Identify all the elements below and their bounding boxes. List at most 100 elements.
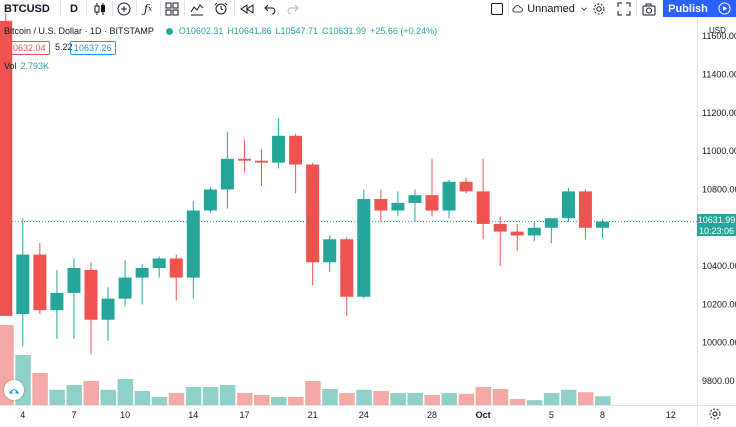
volume-legend: Vol 2.793K xyxy=(4,61,49,71)
candle-body xyxy=(169,258,183,278)
toolbar-divider xyxy=(184,1,185,16)
candle-body xyxy=(493,223,507,232)
volume-bar xyxy=(577,392,594,405)
candle-body xyxy=(357,199,371,297)
toolbar-divider xyxy=(508,1,509,16)
candle-body xyxy=(237,158,251,161)
settings-icon[interactable] xyxy=(590,0,608,17)
interval-button[interactable]: D xyxy=(70,2,78,15)
currency-label[interactable]: USD xyxy=(709,26,726,35)
ohlc-low: L10547.71 xyxy=(275,26,319,36)
volume-bar xyxy=(288,397,304,405)
volume-bar xyxy=(32,373,48,405)
y-tick-label: 10200.00 xyxy=(702,299,736,309)
volume-bar xyxy=(424,395,440,405)
volume-bar xyxy=(134,391,151,405)
symbol-search[interactable]: BTCUSD xyxy=(4,2,50,15)
time-axis-settings-icon[interactable] xyxy=(708,407,722,421)
candle-body xyxy=(118,277,132,299)
volume-label: Vol xyxy=(4,61,17,71)
chart-properties-icon[interactable] xyxy=(188,0,206,17)
toolbar-divider xyxy=(112,1,113,16)
x-tick-label: 5 xyxy=(549,410,554,420)
play-icon xyxy=(718,2,731,15)
candle-body xyxy=(391,202,405,211)
y-tick-label: 9800.00 xyxy=(702,376,735,386)
buy-button[interactable]: 10637.26 xyxy=(70,41,116,55)
y-tick-label: 10000.00 xyxy=(702,338,736,348)
candle-body xyxy=(340,239,354,297)
candle-body xyxy=(272,135,286,163)
candle-body xyxy=(323,239,337,263)
toolbar-divider xyxy=(60,1,61,16)
candle-body xyxy=(459,181,473,192)
ohlc-high: H10641.86 xyxy=(227,26,272,36)
layout-dropdown[interactable]: Unnamed xyxy=(511,0,587,17)
x-tick-label: 28 xyxy=(427,410,437,420)
ohlc-open: O10602.31 xyxy=(178,26,224,36)
x-tick-label: 17 xyxy=(239,410,249,420)
candle-body xyxy=(255,160,268,163)
layout-name: Unnamed xyxy=(527,2,575,15)
volume-bar xyxy=(526,400,543,405)
snapshot-icon[interactable] xyxy=(640,0,658,17)
volume-bar xyxy=(475,387,492,405)
bar-countdown: 10:23:06 xyxy=(697,225,736,236)
candle-body xyxy=(16,254,30,314)
fullscreen-icon[interactable] xyxy=(615,0,633,17)
volume-bar xyxy=(356,389,372,405)
candle-body xyxy=(186,210,200,278)
volume-bar xyxy=(66,385,82,405)
volume-bar xyxy=(509,399,526,405)
x-tick-label: 10 xyxy=(120,410,130,420)
volume-bar xyxy=(49,389,65,405)
chevron-down-icon xyxy=(581,7,587,11)
x-tick-label: 12 xyxy=(666,410,676,420)
publish-dropdown-button[interactable] xyxy=(713,0,736,17)
volume-bar xyxy=(441,393,458,405)
candle-body xyxy=(476,191,490,224)
select-layout-checkbox[interactable] xyxy=(488,0,506,17)
templates-icon[interactable] xyxy=(163,0,181,17)
candle-body xyxy=(408,195,422,203)
candles-icon[interactable] xyxy=(91,0,109,17)
candle-body xyxy=(152,258,166,269)
alert-icon[interactable] xyxy=(212,0,230,17)
volume-bar xyxy=(168,393,185,405)
candle-body xyxy=(50,292,64,311)
candle-body xyxy=(84,269,98,320)
volume-bar xyxy=(305,381,321,405)
candle-body xyxy=(561,191,575,219)
x-tick-label: 21 xyxy=(308,410,318,420)
candle-body xyxy=(33,254,47,311)
toolbar-divider xyxy=(86,1,87,16)
candle-body xyxy=(135,268,149,278)
redo-icon[interactable] xyxy=(284,0,302,17)
candle-body xyxy=(442,181,456,211)
tradingview-logo-icon xyxy=(8,389,20,394)
replay-icon[interactable] xyxy=(238,0,256,17)
cloud-icon xyxy=(512,4,523,12)
volume-bar xyxy=(373,391,389,405)
volume-bar xyxy=(83,381,99,405)
candle-body xyxy=(101,298,115,320)
publish-button[interactable]: Publish xyxy=(663,0,713,17)
tradingview-logo[interactable] xyxy=(4,380,24,400)
volume-bar xyxy=(271,397,287,405)
candle-body xyxy=(203,189,217,211)
x-tick-label: 4 xyxy=(20,410,25,420)
candle-body xyxy=(67,268,81,293)
sell-button[interactable]: 10632.04 xyxy=(4,41,50,55)
undo-icon[interactable] xyxy=(261,0,279,17)
ohlc-change: +25.66 (+0.24%) xyxy=(370,26,438,36)
candle-body xyxy=(544,218,558,228)
volume-bar xyxy=(236,393,253,405)
candle-body xyxy=(289,135,303,165)
volume-bar xyxy=(185,387,202,405)
y-tick-label: 11000.00 xyxy=(702,146,736,156)
add-compare-icon[interactable] xyxy=(115,0,133,17)
candle-body xyxy=(510,231,524,236)
toolbar-divider xyxy=(160,1,161,16)
